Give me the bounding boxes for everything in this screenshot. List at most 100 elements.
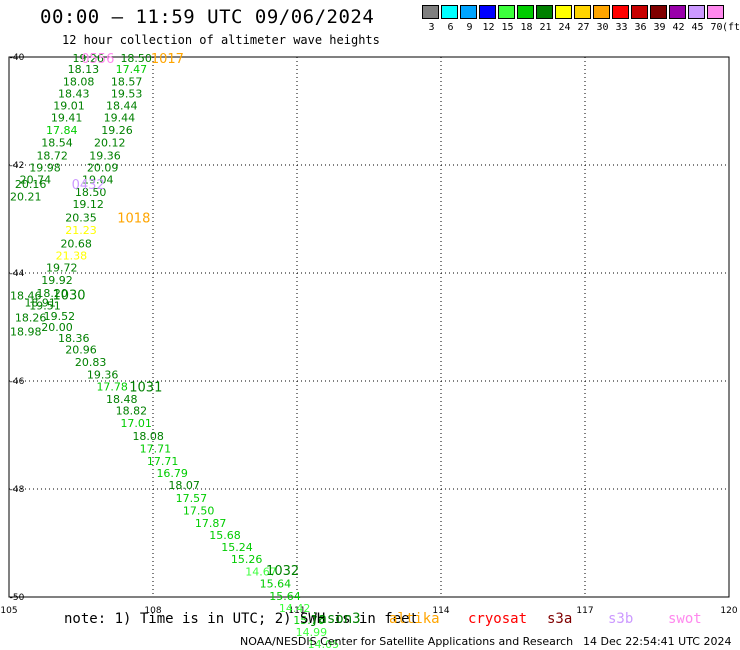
satellite-jason3: jason3 <box>310 611 361 627</box>
legend-swatch-45 <box>688 5 705 19</box>
legend-swatch-21 <box>536 5 553 19</box>
legend-label-36: 36 <box>634 22 647 33</box>
swh-point: 20.00 <box>41 321 73 334</box>
satellite-altika: altika <box>389 611 440 627</box>
swh-point: 15.70 <box>293 614 325 627</box>
swh-point: 19.53 <box>111 88 143 101</box>
swh-point: 20.74 <box>20 174 52 187</box>
swh-point: 17.50 <box>183 505 215 518</box>
swh-point: 14.42 <box>279 602 311 615</box>
swh-point: 19.41 <box>51 111 83 124</box>
swh-point: 18.20 <box>36 287 68 300</box>
y-tick-label: -40 <box>10 53 25 63</box>
swh-point: 19.51 <box>29 299 61 312</box>
legend-label-33: 33 <box>615 22 628 33</box>
footer-note: note: 1) Time is in UTC; 2) SWH is in fe… <box>64 611 419 627</box>
legend-swatch-42 <box>669 5 686 19</box>
swh-point: 17.87 <box>195 517 227 530</box>
time-label: 1018 <box>117 211 150 226</box>
swh-point: 18.46 <box>10 290 42 303</box>
swh-point: 20.83 <box>75 356 107 369</box>
legend-swatch-33 <box>612 5 629 19</box>
y-tick-label: -48 <box>10 485 25 495</box>
swh-point: 17.78 <box>96 380 128 393</box>
swh-point: 14.05 <box>308 638 340 650</box>
swh-point: 19.72 <box>46 262 78 275</box>
time-label: 0432 <box>72 178 105 193</box>
legend-label-9: 9 <box>466 22 473 33</box>
time-label: 1017 <box>151 52 184 67</box>
swh-point: 16.79 <box>156 467 188 480</box>
time-label: 1032 <box>266 564 299 579</box>
legend-unit: (ft) <box>722 22 740 33</box>
legend-label-30: 30 <box>596 22 609 33</box>
swh-point: 14.99 <box>296 626 328 639</box>
swh-point: 19.36 <box>87 369 119 382</box>
swh-point: 17.84 <box>46 124 78 137</box>
y-tick-label: -42 <box>10 161 25 171</box>
legend-swatch-12 <box>479 5 496 19</box>
swh-point: 18.44 <box>106 100 138 113</box>
swh-point: 15.64 <box>260 578 292 591</box>
swh-point: 17.47 <box>116 63 148 76</box>
swh-point: 18.91 <box>24 297 56 310</box>
swh-point: 20.35 <box>65 211 97 224</box>
swh-point: 19.98 <box>29 162 61 175</box>
swh-point: 18.57 <box>111 75 143 88</box>
legend-swatch-30 <box>593 5 610 19</box>
swh-point: 19.04 <box>82 174 114 187</box>
swh-point: 20.96 <box>65 344 97 357</box>
swh-point: 15.24 <box>221 541 253 554</box>
swh-point: 15.26 <box>231 553 263 566</box>
x-tick-label: 114 <box>432 606 449 616</box>
plot-frame <box>8 56 730 598</box>
x-tick-label: 111 <box>288 606 305 616</box>
swh-point: 18.98 <box>10 325 42 338</box>
swh-point: 17.71 <box>147 455 179 468</box>
swh-point: 19.01 <box>53 100 85 113</box>
legend-swatch-3 <box>422 5 439 19</box>
swh-point: 19.92 <box>41 274 73 287</box>
swh-point: 14.67 <box>245 566 277 579</box>
swh-point: 18.36 <box>58 332 90 345</box>
legend-label-12: 12 <box>482 22 495 33</box>
swh-point: 20.09 <box>87 162 119 175</box>
swh-point: 17.57 <box>176 492 208 505</box>
swh-point: 18.08 <box>63 75 95 88</box>
swh-point: 18.82 <box>116 405 148 418</box>
legend-swatch-6 <box>441 5 458 19</box>
satellite-swot: swot <box>668 611 702 627</box>
legend-label-3: 3 <box>428 22 435 33</box>
chart-title: 00:00 – 11:59 UTC 09/06/2024 <box>40 6 375 28</box>
legend-label-42: 42 <box>672 22 685 33</box>
x-tick-label: 117 <box>576 606 593 616</box>
swh-point: 17.01 <box>120 417 152 430</box>
x-tick-label: 105 <box>0 606 17 616</box>
legend-label-21: 21 <box>539 22 552 33</box>
legend-swatch-27 <box>574 5 591 19</box>
time-label: 1030 <box>52 289 85 304</box>
swh-point: 17.71 <box>140 443 172 456</box>
satellite-cryosat: cryosat <box>468 611 528 627</box>
swh-point: 18.08 <box>132 430 164 443</box>
swh-point: 18.72 <box>36 149 68 162</box>
swh-point: 20.16 <box>15 178 47 191</box>
time-label: 0556 <box>81 52 114 67</box>
satellite-s3b: s3b <box>608 611 634 627</box>
legend-label-27: 27 <box>577 22 590 33</box>
swh-point: 21.38 <box>56 250 88 263</box>
legend-label-15: 15 <box>501 22 514 33</box>
swh-point: 19.36 <box>89 149 121 162</box>
legend-swatch-39 <box>650 5 667 19</box>
y-tick-label: -46 <box>10 377 25 387</box>
swh-point: 19.52 <box>44 310 76 323</box>
swh-point: 18.50 <box>75 186 107 199</box>
legend-swatch-70 <box>707 5 724 19</box>
swh-point: 18.07 <box>168 479 200 492</box>
legend-swatch-24 <box>555 5 572 19</box>
swh-point: 21.23 <box>65 224 97 237</box>
legend-swatch-9 <box>460 5 477 19</box>
legend-label-18: 18 <box>520 22 533 33</box>
x-tick-label: 108 <box>144 606 161 616</box>
